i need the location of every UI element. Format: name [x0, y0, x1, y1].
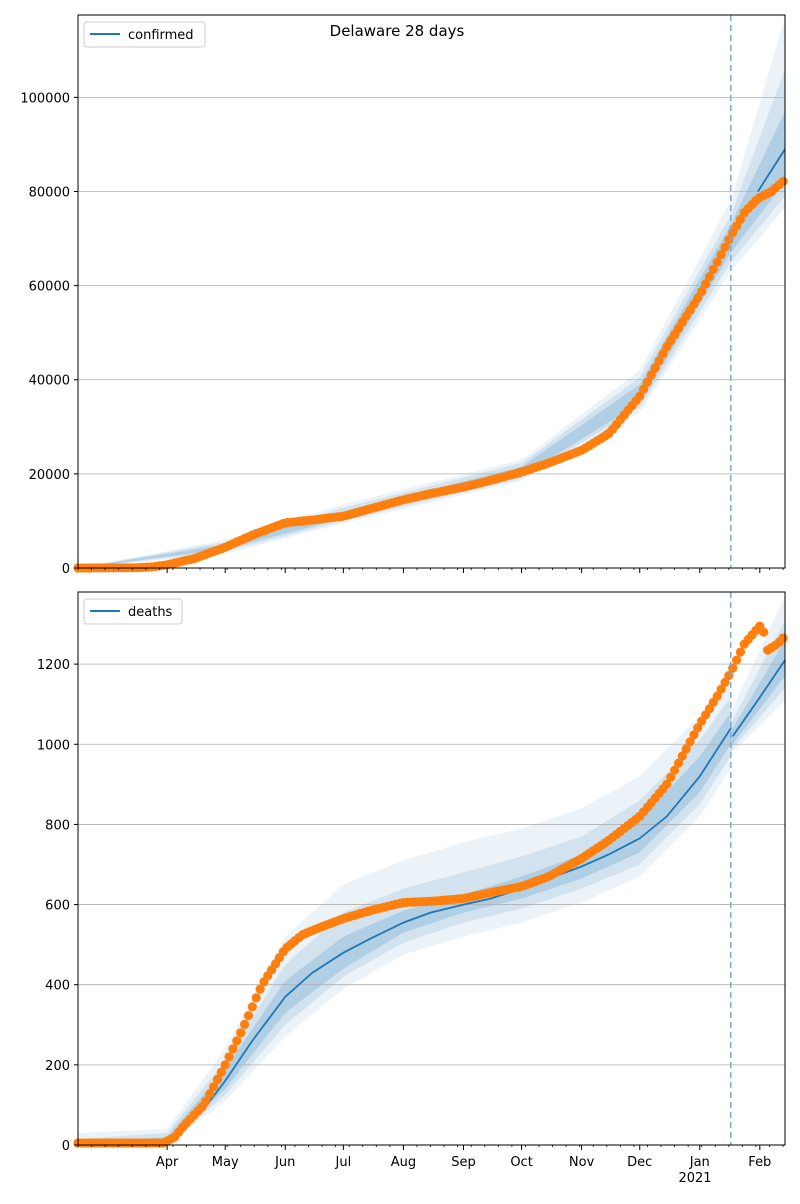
observed-point	[236, 1028, 246, 1038]
confirmed-legend: confirmed	[83, 21, 206, 48]
observed-point	[720, 677, 730, 688]
x-month-label: Dec	[627, 1155, 652, 1170]
observed-point	[654, 356, 664, 366]
x-year-label: 2021	[678, 1171, 711, 1186]
observed-point	[712, 691, 722, 701]
observed-point	[216, 1067, 226, 1077]
observed-point	[778, 633, 788, 643]
observed-point	[693, 293, 703, 303]
x-month-label: Oct	[510, 1155, 532, 1170]
x-month-label: Jan	[689, 1155, 710, 1170]
confirmed-axes-frame	[77, 14, 786, 569]
observed-point	[697, 286, 707, 296]
y-tick-label: 20000	[29, 468, 70, 483]
observed-point	[685, 737, 695, 747]
observed-point	[673, 758, 684, 768]
x-month-label: May	[212, 1155, 239, 1170]
observed-point	[646, 370, 656, 380]
observed-point	[693, 723, 703, 733]
observed-point	[666, 772, 676, 782]
x-month-label: Feb	[748, 1155, 771, 1170]
observed-point	[650, 363, 660, 373]
observed-point	[201, 1096, 211, 1106]
confirmed-observed-markers	[73, 176, 788, 573]
observed-point	[662, 779, 672, 789]
chart-title: Delaware 28 days	[330, 22, 465, 40]
observed-point	[732, 655, 742, 665]
y-tick-label: 100000	[20, 91, 70, 106]
observed-point	[735, 214, 746, 224]
observed-point	[716, 250, 726, 260]
x-month-label: Nov	[569, 1155, 595, 1170]
y-tick-label: 60000	[29, 280, 70, 295]
observed-point	[704, 272, 715, 282]
observed-point	[689, 730, 699, 740]
observed-point	[232, 1036, 242, 1046]
deaths-observed-markers	[73, 621, 788, 1148]
observed-point	[220, 1060, 230, 1070]
y-tick-label: 600	[45, 899, 70, 914]
observed-point	[243, 1011, 254, 1021]
y-tick-label: 0	[62, 562, 70, 577]
x-month-label: Sep	[451, 1155, 476, 1170]
observed-point	[212, 1074, 223, 1084]
model-line-segment	[757, 148, 786, 192]
confirmed-y-ticks: 0 20000 40000 60000 80000 100000	[20, 91, 78, 577]
deaths-y-ticks: 0 200 400 600 800 1000 1200	[37, 658, 78, 1154]
y-tick-label: 400	[45, 979, 70, 994]
legend-label: confirmed	[128, 28, 194, 43]
observed-point	[205, 1089, 215, 1099]
observed-point	[677, 751, 687, 761]
legend-label: deaths	[128, 605, 173, 620]
observed-point	[224, 1052, 234, 1062]
observed-point	[716, 684, 726, 694]
y-tick-label: 40000	[29, 374, 70, 389]
observed-point	[778, 176, 788, 186]
observed-point	[240, 1019, 250, 1029]
observed-point	[708, 264, 718, 274]
y-tick-label: 1000	[37, 738, 70, 753]
x-month-labels: Apr May Jun Jul Aug Sep Oct Nov Dec Jan Feb	[156, 1155, 771, 1170]
x-month-label: Jul	[335, 1155, 352, 1170]
observed-point	[759, 627, 769, 637]
y-tick-label: 800	[45, 818, 70, 833]
y-tick-label: 80000	[29, 185, 70, 200]
observed-point	[642, 377, 653, 387]
observed-point	[728, 663, 738, 673]
x-month-label: Apr	[156, 1155, 179, 1170]
observed-point	[251, 993, 261, 1003]
observed-point	[209, 1082, 219, 1092]
observed-point	[658, 349, 668, 359]
confirmed-panel: 0 20000 40000 60000 80000 100000 Delaware 28 …	[20, 14, 788, 577]
y-tick-label: 1200	[37, 658, 70, 673]
observed-point	[701, 279, 711, 289]
observed-point	[735, 647, 746, 657]
model-line-segment	[731, 659, 786, 737]
observed-point	[255, 984, 265, 994]
y-tick-label: 0	[62, 1139, 70, 1154]
observed-point	[670, 765, 680, 775]
observed-point	[247, 1002, 257, 1012]
deaths-panel: 0 200 400 600 800 1000 1200 deaths	[37, 591, 788, 1154]
observed-point	[635, 391, 645, 401]
x-month-label: Jun	[274, 1155, 295, 1170]
legend-box	[83, 598, 183, 625]
observed-point	[732, 221, 742, 231]
deaths-legend: deaths	[83, 598, 183, 625]
y-tick-label: 200	[45, 1059, 70, 1074]
observed-point	[639, 384, 649, 394]
observed-point	[228, 1044, 238, 1054]
x-month-label: Aug	[391, 1155, 416, 1170]
observed-point	[720, 242, 730, 252]
observed-point	[681, 744, 691, 754]
uncertainty-band	[78, 620, 785, 1145]
observed-point	[712, 257, 722, 267]
legend-box	[83, 21, 206, 48]
deaths-axes-frame	[77, 591, 786, 1146]
